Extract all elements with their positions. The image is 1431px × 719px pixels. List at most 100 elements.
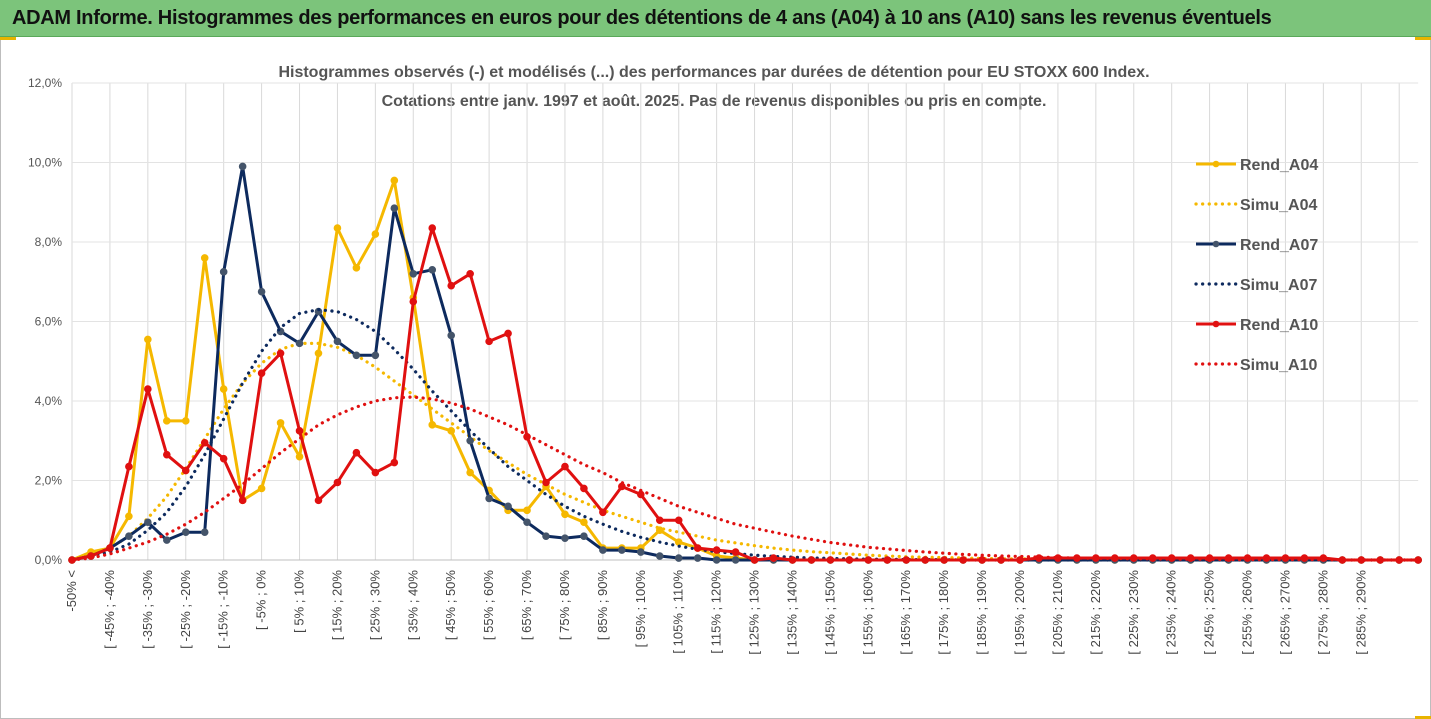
data-point-rend-a07 — [731, 556, 740, 564]
data-point-rend-a10 — [447, 281, 456, 290]
legend-label-rend-a07: Rend_A07 — [1240, 237, 1318, 254]
data-point-rend-a04 — [352, 264, 361, 272]
data-point-rend-a10 — [219, 454, 228, 463]
x-tick-label: [ -25% ; -20% — [178, 570, 193, 649]
data-point-rend-a10 — [466, 270, 474, 278]
data-point-rend-a10 — [428, 224, 437, 232]
data-point-rend-a10 — [542, 478, 550, 487]
data-point-rend-a10 — [788, 556, 797, 564]
legend: Rend_A04 Simu_A04 Rend_A07 Simu_A07 Rend_A10… — [1194, 157, 1318, 374]
data-point-rend-a10 — [106, 544, 114, 552]
data-point-rend-a07 — [504, 502, 512, 511]
data-point-rend-a07 — [181, 528, 190, 536]
data-point-rend-a04 — [125, 512, 133, 521]
data-point-rend-a07 — [144, 518, 152, 527]
x-tick-label: [ -15% ; -10% — [216, 570, 231, 649]
x-tick-label: [ 185% ; 190% — [974, 570, 989, 655]
y-tick-label: 0,0% — [35, 553, 63, 567]
data-point-rend-a07 — [371, 351, 380, 360]
chart-title-line-2: Cotations entre janv. 1997 et août. 2025… — [382, 93, 1047, 110]
x-axis: -50% < [ -45% ; -40% [ -35% ; -30% [ -25% ;… — [64, 570, 1368, 655]
data-point-rend-a07 — [580, 532, 588, 540]
data-point-rend-a07 — [295, 339, 304, 348]
data-point-rend-a10 — [959, 556, 967, 564]
x-tick-label: [ 175% ; 180% — [936, 570, 951, 655]
data-point-rend-a10 — [997, 556, 1005, 564]
data-point-rend-a10 — [504, 329, 512, 338]
x-tick-label: [ 25% ; 30% — [367, 570, 382, 641]
data-point-rend-a07 — [542, 532, 550, 540]
data-point-rend-a04 — [561, 510, 569, 519]
data-point-rend-a10 — [144, 385, 152, 393]
corner-accent-top-right — [1415, 37, 1431, 40]
data-point-rend-a07 — [599, 546, 607, 554]
x-tick-label: [ 65% ; 70% — [519, 570, 534, 641]
data-point-rend-a10 — [1016, 556, 1024, 564]
data-point-rend-a04 — [428, 421, 437, 429]
data-point-rend-a04 — [580, 518, 588, 527]
x-tick-label: [ -35% ; -30% — [140, 570, 155, 649]
data-point-rend-a10 — [674, 516, 683, 525]
data-point-rend-a04 — [163, 417, 171, 425]
data-point-rend-a10 — [637, 490, 645, 499]
y-tick-label: 8,0% — [35, 235, 63, 249]
y-tick-label: 4,0% — [35, 394, 63, 408]
x-tick-label: [ 275% ; 280% — [1315, 570, 1330, 655]
legend-marker-rend-a10 — [1212, 320, 1220, 328]
x-tick-label: [ 155% ; 160% — [860, 570, 875, 655]
legend-marker-rend-a07 — [1212, 240, 1220, 248]
x-tick-label: [ 255% ; 260% — [1240, 570, 1255, 655]
data-point-rend-a07 — [618, 546, 626, 554]
y-tick-label: 2,0% — [35, 474, 63, 488]
series-line-rend-a10 — [71, 226, 1419, 562]
x-tick-label: [ 205% ; 210% — [1050, 570, 1065, 655]
x-tick-label: [ 285% ; 290% — [1353, 570, 1368, 655]
series-line-simu-a04 — [70, 341, 1420, 562]
data-point-rend-a07 — [655, 552, 664, 560]
y-axis: 0,0% 2,0% 4,0% 6,0% 8,0% 10,0% 12,0% — [28, 76, 62, 567]
x-tick-label: [ -5% ; 0% — [254, 570, 269, 630]
data-point-rend-a10 — [807, 556, 816, 564]
data-point-rend-a07 — [390, 204, 399, 213]
data-point-rend-a10 — [238, 496, 247, 505]
y-tick-label: 6,0% — [35, 315, 63, 329]
x-tick-label: [ 145% ; 150% — [822, 570, 837, 655]
x-tick-label: [ 35% ; 40% — [405, 570, 420, 641]
data-point-rend-a10 — [845, 556, 854, 564]
data-point-rend-a10 — [712, 546, 721, 554]
x-tick-label: [ 215% ; 220% — [1088, 570, 1103, 655]
x-tick-label: [ 105% ; 110% — [671, 570, 686, 654]
data-point-rend-a10 — [314, 496, 323, 505]
data-point-rend-a04 — [523, 506, 531, 515]
data-point-rend-a10 — [693, 544, 702, 552]
data-point-rend-a04 — [181, 417, 190, 425]
data-point-rend-a10 — [769, 554, 778, 562]
data-point-rend-a07 — [200, 528, 209, 536]
legend-marker-rend-a04 — [1212, 160, 1220, 168]
x-tick-label: [ 55% ; 60% — [481, 570, 496, 641]
data-point-rend-a04 — [371, 230, 380, 238]
data-point-rend-a10 — [978, 556, 986, 564]
data-point-rend-a04 — [276, 419, 285, 427]
data-point-rend-a10 — [125, 462, 133, 471]
data-point-rend-a07 — [712, 556, 721, 564]
x-tick-label: [ 5% ; 10% — [292, 570, 307, 633]
data-point-rend-a07 — [257, 287, 266, 296]
y-tick-label: 10,0% — [28, 156, 62, 170]
legend-label-simu-a10: Simu_A10 — [1240, 357, 1317, 374]
gridlines — [71, 82, 1419, 561]
data-point-rend-a10 — [731, 548, 740, 556]
data-point-rend-a07 — [125, 532, 133, 540]
x-tick-label: [ 245% ; 250% — [1202, 570, 1217, 655]
x-tick-label: [ 45% ; 50% — [443, 570, 458, 641]
corner-accent-bottom-right — [1415, 716, 1431, 719]
data-point-rend-a10 — [940, 556, 948, 564]
data-point-rend-a04 — [314, 349, 323, 358]
data-point-rend-a10 — [826, 556, 835, 564]
data-point-rend-a10 — [655, 516, 664, 525]
x-tick-label: [ 75% ; 80% — [557, 570, 572, 641]
data-point-rend-a07 — [409, 270, 418, 278]
data-point-rend-a07 — [163, 536, 171, 544]
data-point-rend-a07 — [238, 162, 247, 171]
